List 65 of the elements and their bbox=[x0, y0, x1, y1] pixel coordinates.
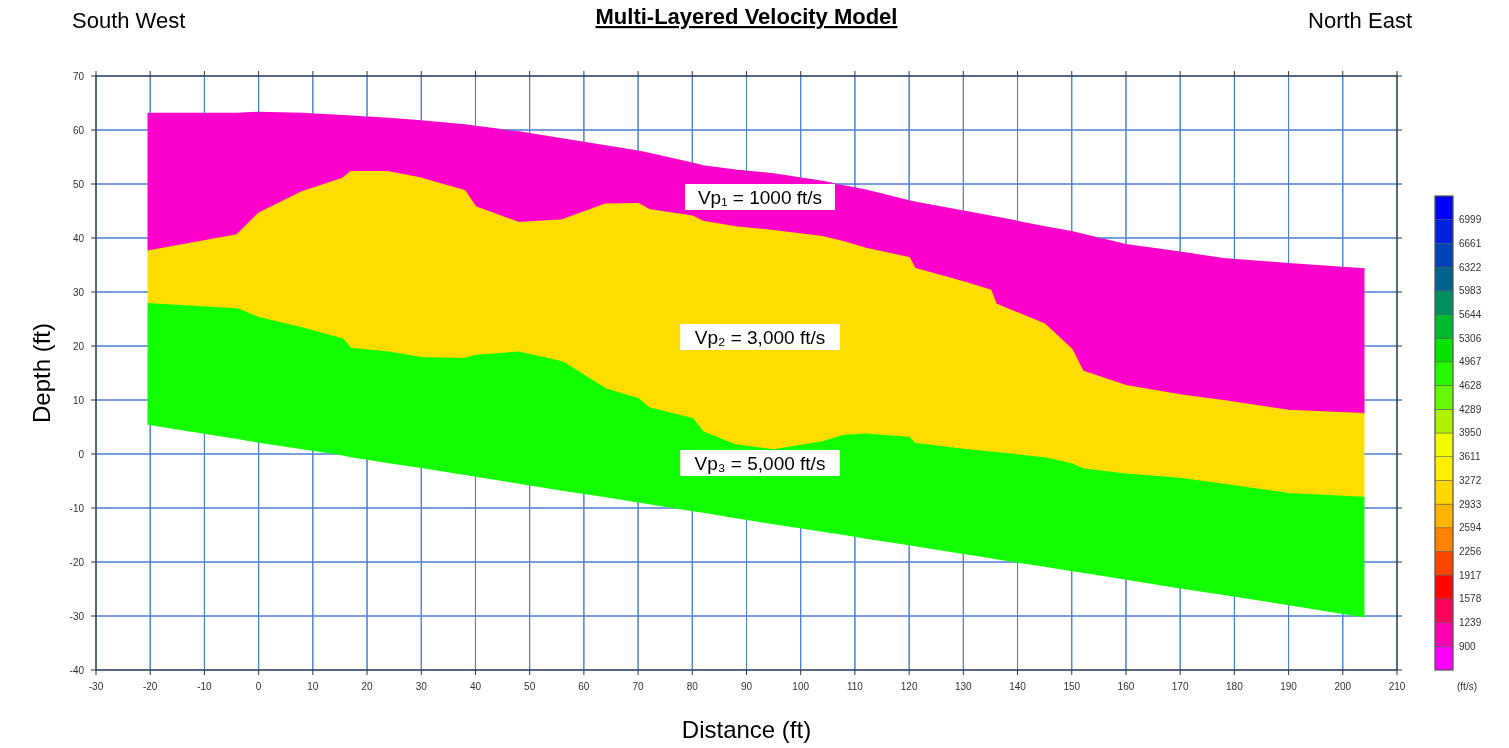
color-bar-label: 1578 bbox=[1459, 593, 1482, 605]
color-bar-label: 2256 bbox=[1459, 545, 1482, 557]
x-tick-label: 190 bbox=[1280, 681, 1298, 692]
x-tick-label: 170 bbox=[1171, 681, 1189, 692]
x-tick-label: 140 bbox=[1009, 681, 1027, 692]
annotation: Vp₁ = 1000 ft/s bbox=[697, 187, 823, 208]
color-bar-label: 4967 bbox=[1459, 356, 1482, 368]
x-tick-label: 160 bbox=[1117, 681, 1135, 692]
x-tick-label: 50 bbox=[524, 681, 536, 692]
y-axis-title: Depth (ft) bbox=[28, 322, 55, 424]
annotation: Vp₃ = 5,000 ft/s bbox=[694, 453, 826, 474]
x-tick-label: 0 bbox=[255, 681, 262, 692]
color-bar-label: 900 bbox=[1459, 640, 1477, 652]
text: South West bbox=[72, 8, 186, 33]
color-bar-label: 6999 bbox=[1459, 214, 1482, 226]
text: North East bbox=[1308, 8, 1412, 33]
y-tick-label: 60 bbox=[72, 124, 85, 136]
color-bar-label: 3611 bbox=[1459, 451, 1481, 463]
x-tick-label: 20 bbox=[361, 681, 374, 692]
x-tick-label: 60 bbox=[578, 681, 590, 692]
color-bar-label: 3950 bbox=[1459, 427, 1482, 439]
color-bar-label: 4628 bbox=[1459, 380, 1482, 392]
x-tick-label: 10 bbox=[307, 681, 319, 692]
y-tick-label: -20 bbox=[69, 556, 85, 568]
color-bar-label: 3272 bbox=[1459, 474, 1482, 486]
x-tick-label: 90 bbox=[740, 681, 753, 692]
x-tick-label: 210 bbox=[1388, 681, 1406, 692]
y-tick-label: -40 bbox=[69, 664, 85, 676]
color-bar-label: 5644 bbox=[1459, 308, 1482, 320]
color-bar-label: 5983 bbox=[1459, 285, 1482, 297]
x-tick-label: 130 bbox=[954, 681, 973, 692]
y-tick-label: 50 bbox=[72, 178, 85, 190]
chart-title: Multi-Layered Velocity Model bbox=[595, 4, 898, 29]
color-bar-label: 4289 bbox=[1459, 403, 1482, 415]
color-bar-label: 2933 bbox=[1459, 498, 1482, 510]
x-axis-title: Distance (ft) bbox=[681, 716, 812, 743]
y-tick-label: 70 bbox=[72, 70, 85, 82]
color-bar-title: (ft/s) bbox=[1457, 681, 1477, 692]
x-tick-label: 40 bbox=[469, 681, 482, 692]
y-tick-label: -10 bbox=[69, 502, 85, 514]
color-bar-label: 1239 bbox=[1459, 617, 1482, 629]
color-bar-label: 6661 bbox=[1459, 237, 1482, 249]
x-tick-label: 110 bbox=[846, 681, 864, 692]
color-bar-label: 2594 bbox=[1459, 522, 1482, 534]
x-tick-label: 120 bbox=[900, 681, 918, 692]
x-tick-label: -20 bbox=[142, 681, 158, 692]
x-tick-label: 150 bbox=[1063, 681, 1081, 692]
y-tick-label: 0 bbox=[78, 448, 85, 460]
y-tick-label: 30 bbox=[72, 286, 85, 298]
x-tick-label: 180 bbox=[1226, 681, 1244, 692]
color-bar-label: 1917 bbox=[1459, 569, 1482, 581]
x-tick-label: -30 bbox=[88, 681, 104, 692]
x-tick-label: 80 bbox=[686, 681, 699, 692]
x-tick-label: 70 bbox=[632, 681, 645, 692]
annotation: Vp₂ = 3,000 ft/s bbox=[694, 327, 826, 348]
y-tick-label: 40 bbox=[72, 232, 85, 244]
y-tick-label: 20 bbox=[72, 340, 85, 352]
x-tick-label: -10 bbox=[197, 681, 213, 692]
color-bar-label: 6322 bbox=[1459, 261, 1482, 273]
x-tick-label: 30 bbox=[415, 681, 428, 692]
y-tick-label: 10 bbox=[72, 394, 85, 406]
color-bar-label: 5306 bbox=[1459, 332, 1482, 344]
x-tick-label: 200 bbox=[1334, 681, 1352, 692]
x-tick-label: 100 bbox=[792, 681, 810, 692]
y-tick-label: -30 bbox=[69, 610, 85, 622]
